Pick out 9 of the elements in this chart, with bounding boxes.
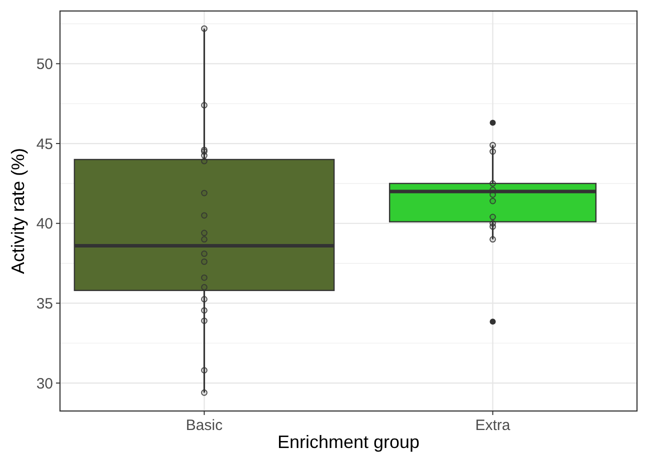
y-tick-label: 50 — [36, 56, 53, 73]
y-axis-title: Activity rate (%) — [8, 148, 28, 274]
y-tick-label: 45 — [36, 136, 53, 153]
x-axis-title: Enrichment group — [277, 432, 420, 452]
x-tick-label: Extra — [475, 417, 511, 434]
x-tick-label: Basic — [186, 417, 224, 434]
y-tick-label: 30 — [36, 375, 53, 392]
y-tick-label: 40 — [36, 216, 53, 233]
y-tick-label: 35 — [36, 295, 53, 312]
